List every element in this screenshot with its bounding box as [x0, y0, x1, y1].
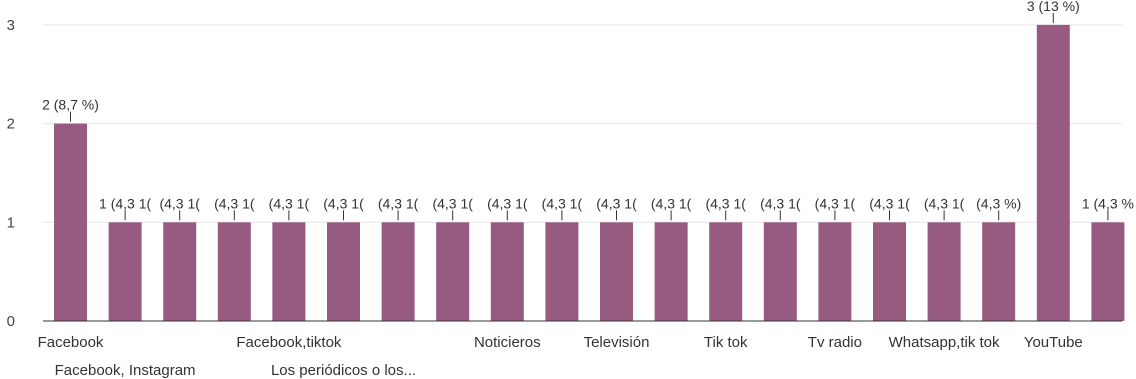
bar [818, 222, 852, 321]
bar [217, 222, 251, 321]
bar [1091, 222, 1125, 321]
bar [1036, 24, 1070, 322]
data-label: (4,3 1( [651, 195, 692, 211]
data-label: (4,3 1( [432, 195, 473, 211]
data-label: 1 (4,3 % [1082, 195, 1134, 211]
x-tick-label: Tik tok [704, 334, 748, 351]
bar [381, 222, 415, 321]
x-tick-label: Los periódicos o los... [271, 362, 416, 379]
data-label: 3 (13 %) [1027, 0, 1080, 14]
y-tick-label: 3 [7, 17, 15, 34]
bar [545, 222, 579, 321]
bar [272, 222, 306, 321]
data-label: (4,3 1( [159, 195, 200, 211]
x-tick-label: Facebook, Instagram [55, 362, 196, 379]
bar [108, 222, 142, 321]
data-label: (4,3 %) [976, 195, 1021, 211]
x-tick-label: Whatsapp,tik tok [889, 334, 1000, 351]
bar [763, 222, 797, 321]
data-label: (4,3 1( [487, 195, 528, 211]
x-tick-label: YouTube [1024, 334, 1083, 351]
x-tick-label: Facebook [38, 334, 104, 351]
data-label: (4,3 1( [378, 195, 419, 211]
data-label: (4,3 1( [760, 195, 801, 211]
data-label: (4,3 1( [869, 195, 910, 211]
y-tick-label: 0 [7, 313, 15, 330]
data-label: (4,3 1( [924, 195, 965, 211]
bar [927, 222, 961, 321]
data-label: (4,3 1( [323, 195, 364, 211]
bar [436, 222, 470, 321]
data-label: 1 (4,3 1( [99, 195, 151, 211]
data-label: (4,3 1( [542, 195, 583, 211]
bar [327, 222, 360, 321]
data-label: 2 (8,7 %) [42, 97, 99, 113]
bar [654, 222, 688, 321]
data-label: (4,3 1( [214, 195, 255, 211]
data-label: (4,3 1( [596, 195, 637, 211]
x-tick-label: Noticieros [474, 334, 541, 351]
data-label: (4,3 1( [815, 195, 856, 211]
x-tick-label: Televisión [584, 334, 650, 351]
x-tick-label: Facebook,tiktok [236, 334, 342, 351]
bar [163, 222, 197, 321]
bar [982, 222, 1016, 321]
x-tick-label: Tv radio [808, 334, 862, 351]
bar [54, 123, 87, 321]
data-label: (4,3 1( [269, 195, 310, 211]
y-tick-label: 1 [7, 214, 15, 231]
bar [600, 222, 633, 321]
data-label: (4,3 1( [705, 195, 746, 211]
bar [709, 222, 743, 321]
bar [490, 222, 524, 321]
bar [873, 222, 906, 321]
y-tick-label: 2 [7, 116, 15, 133]
